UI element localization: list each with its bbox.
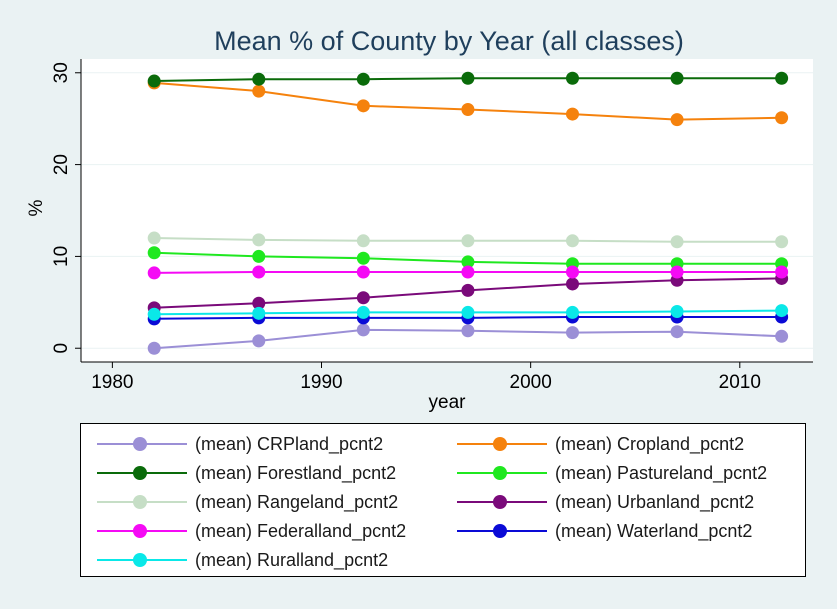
data-point [356,305,370,319]
data-point [670,235,684,249]
data-point [147,307,161,321]
data-point [461,324,475,338]
gridlines [81,72,813,349]
data-point [147,341,161,355]
chart-title: Mean % of County by Year (all classes) [214,26,684,56]
legend-swatch [457,461,547,485]
data-point [670,71,684,85]
data-point [775,235,789,249]
data-point [565,265,579,279]
legend-label: (mean) Cropland_pcnt2 [555,433,745,454]
legend-label: (mean) Federalland_pcnt2 [195,520,407,541]
data-point [670,113,684,127]
data-point [775,265,789,279]
data-point [356,99,370,113]
y-tick-label: 0 [51,343,72,354]
series-line [147,323,789,355]
legend-label: (mean) Ruralland_pcnt2 [195,549,389,570]
legend-label: (mean) Urbanland_pcnt2 [555,491,755,512]
data-point [670,265,684,279]
data-point [356,251,370,265]
data-point [356,265,370,279]
data-point [252,233,266,247]
legend-label: (mean) Forestland_pcnt2 [195,462,397,483]
x-tick-label: 1990 [300,372,342,393]
legend-item: (mean) CRPland_pcnt2 [97,432,383,456]
series-line [147,265,789,280]
legend-swatch [457,490,547,514]
legend-swatch [97,519,187,543]
y-axis-label: % [26,199,47,216]
data-point [356,323,370,337]
legend-item: (mean) Rangeland_pcnt2 [97,490,398,514]
legend-item: (mean) Ruralland_pcnt2 [97,548,388,572]
legend-swatch [457,432,547,456]
data-point [775,71,789,85]
x-tick-label: 2010 [719,372,761,393]
data-point [461,103,475,116]
x-tick-label: 2000 [510,372,552,393]
x-tick-label: 1980 [91,372,133,393]
series-line [147,304,789,321]
series-layer [147,71,789,355]
data-point [461,234,475,248]
legend-label: (mean) Pastureland_pcnt2 [555,462,768,483]
data-point [252,265,266,279]
legend-label: (mean) Waterland_pcnt2 [555,520,753,541]
data-point [670,305,684,318]
y-tick-label: 30 [51,62,72,83]
data-point [147,231,161,245]
data-point [252,72,266,86]
series-line [147,71,789,88]
data-point [461,71,475,85]
data-point [565,305,579,319]
series-line [147,231,789,249]
data-point [252,296,266,310]
legend-item: (mean) Federalland_pcnt2 [97,519,406,543]
data-point [461,305,475,319]
data-point [565,326,579,340]
data-point [147,74,161,88]
legend-label: (mean) CRPland_pcnt2 [195,433,384,454]
data-point [565,234,579,248]
data-point [461,255,475,269]
y-tick-label: 20 [51,154,72,175]
data-point [356,291,370,305]
legend-label: (mean) Rangeland_pcnt2 [195,491,399,512]
y-tick-label: 10 [51,246,72,267]
x-axis-label: year [429,392,467,413]
data-point [461,283,475,297]
data-point [252,249,266,263]
axes: 0 10 20 30 1980 1990 2000 2010 [51,59,813,393]
line-chart: Mean % of County by Year (all classes) 0… [26,26,813,413]
legend-item: (mean) Urbanland_pcnt2 [457,490,754,514]
legend-item: (mean) Forestland_pcnt2 [97,461,396,485]
data-point [670,325,684,339]
data-point [775,304,789,318]
data-point [147,246,161,260]
data-point [147,266,161,280]
legend: (mean) CRPland_pcnt2 (mean) Cropland_pcnt… [80,423,806,577]
data-point [565,71,579,85]
data-point [461,265,475,279]
data-point [252,84,266,98]
data-point [356,72,370,86]
legend-swatch [97,432,187,456]
data-point [775,111,789,125]
series-line [147,76,789,127]
legend-item: (mean) Pastureland_pcnt2 [457,461,767,485]
legend-item: (mean) Cropland_pcnt2 [457,432,744,456]
data-point [252,306,266,320]
legend-swatch [97,461,187,485]
legend-swatch [97,548,187,572]
data-point [356,234,370,248]
data-point [565,107,579,121]
data-point [252,334,266,348]
data-point [565,277,579,291]
data-point [775,329,789,343]
legend-swatch [97,490,187,514]
legend-item: (mean) Waterland_pcnt2 [457,519,752,543]
legend-swatch [457,519,547,543]
